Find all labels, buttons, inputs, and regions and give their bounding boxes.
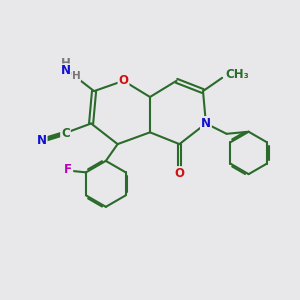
- Text: CH₃: CH₃: [225, 68, 249, 81]
- Text: N: N: [61, 64, 71, 77]
- Text: F: F: [64, 163, 72, 176]
- Text: N: N: [201, 117, 211, 130]
- Text: N: N: [37, 134, 46, 147]
- Text: H: H: [61, 57, 71, 70]
- Text: O: O: [174, 167, 184, 180]
- Text: C: C: [61, 127, 70, 140]
- Text: O: O: [118, 74, 128, 87]
- Text: H: H: [72, 71, 81, 81]
